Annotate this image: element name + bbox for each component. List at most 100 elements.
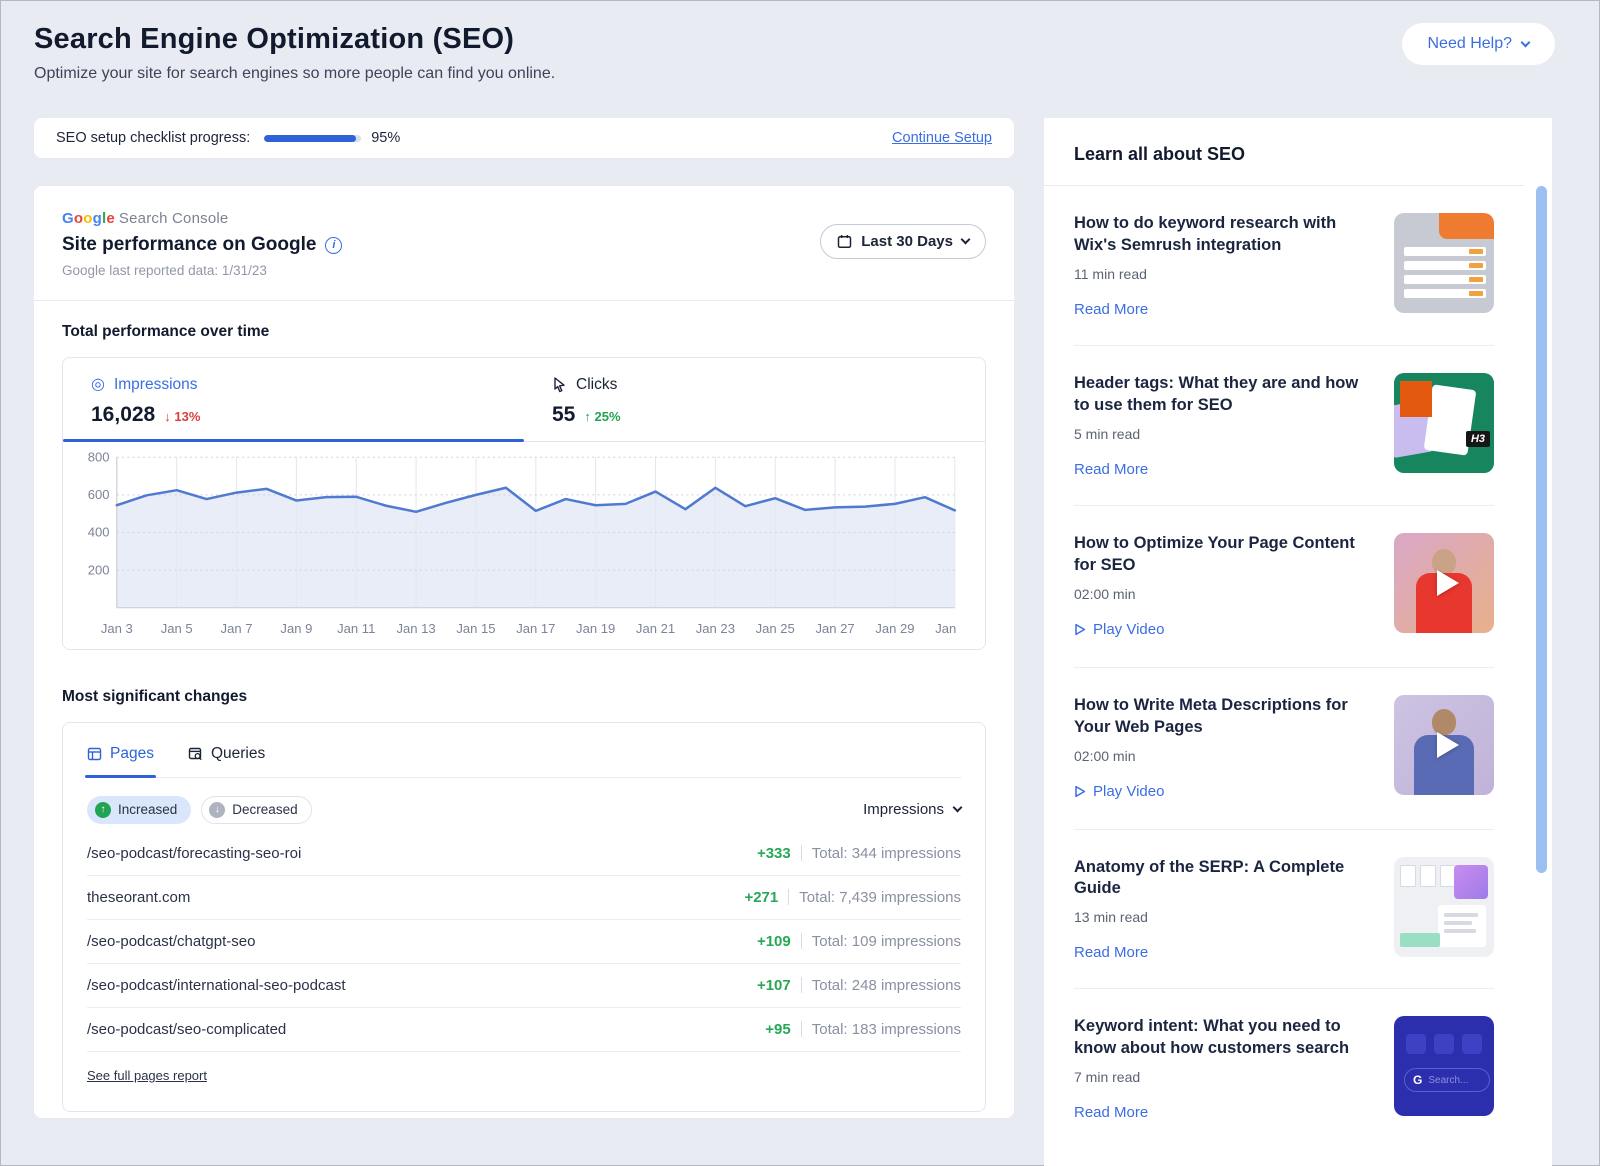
change-value: +109 bbox=[756, 932, 791, 950]
change-value: +333 bbox=[756, 844, 791, 862]
article-card[interactable]: How to do keyword research with Wix's Se… bbox=[1074, 186, 1494, 345]
performance-section-title: Total performance over time bbox=[62, 323, 270, 340]
svg-text:Jan 31: Jan 31 bbox=[935, 621, 959, 636]
article-meta: 11 min read bbox=[1074, 265, 1147, 282]
sidebar-scrollbar[interactable] bbox=[1536, 186, 1547, 873]
total-impressions: Total: 109 impressions bbox=[811, 932, 961, 950]
table-row[interactable]: /seo-podcast/forecasting-seo-roi +333 Tota… bbox=[87, 832, 961, 876]
read-more-link[interactable]: Read More bbox=[1074, 1104, 1149, 1122]
page-path: /seo-podcast/international-seo-podcast bbox=[87, 976, 346, 994]
article-card[interactable]: How to Write Meta Descriptions for Your … bbox=[1074, 668, 1494, 829]
date-range-label: Last 30 Days bbox=[861, 233, 953, 250]
article-thumbnail-serp-guide bbox=[1394, 856, 1494, 957]
play-video-link[interactable]: Play Video bbox=[1074, 621, 1164, 638]
queries-icon bbox=[188, 747, 202, 761]
impressions-label: Impressions bbox=[113, 376, 198, 393]
article-card[interactable]: Header tags: What they are and how to us… bbox=[1074, 346, 1494, 505]
impressions-delta: ↓ 13% bbox=[164, 409, 201, 424]
filter-increased[interactable]: ↑ Increased bbox=[87, 795, 192, 824]
article-card[interactable]: How to Optimize Your Page Content for SE… bbox=[1074, 506, 1494, 667]
page-path: theseorant.com bbox=[87, 888, 191, 906]
metric-tabs: ◎ Impressions 16,028 ↓ 13% bbox=[63, 358, 985, 442]
sort-dropdown[interactable]: Impressions bbox=[863, 801, 963, 818]
svg-text:Jan 15: Jan 15 bbox=[456, 621, 495, 636]
article-title: Anatomy of the SERP: A Complete Guide bbox=[1074, 857, 1345, 898]
sidebar-title: Learn all about SEO bbox=[1074, 144, 1246, 164]
play-outline-icon bbox=[1075, 785, 1086, 797]
article-meta: 5 min read bbox=[1074, 425, 1141, 442]
divider bbox=[800, 933, 802, 950]
play-icon bbox=[1394, 695, 1494, 795]
chevron-down-icon bbox=[952, 803, 963, 813]
changes-section-title: Most significant changes bbox=[62, 687, 248, 705]
full-report-link[interactable]: See full pages report bbox=[87, 1067, 207, 1083]
table-row[interactable]: /seo-podcast/international-seo-podcast +1… bbox=[87, 964, 961, 1008]
change-value: +95 bbox=[765, 1020, 791, 1038]
svg-text:400: 400 bbox=[88, 525, 110, 540]
svg-text:600: 600 bbox=[88, 487, 110, 502]
read-more-link[interactable]: Read More bbox=[1074, 300, 1149, 318]
article-meta: 02:00 min bbox=[1074, 747, 1136, 764]
svg-text:Jan 5: Jan 5 bbox=[161, 621, 193, 636]
change-value: +107 bbox=[756, 976, 791, 994]
tab-queries[interactable]: Queries bbox=[188, 745, 265, 777]
table-row[interactable]: theseorant.com +271 Total: 7,439 impressio… bbox=[87, 876, 961, 920]
clicks-label: Clicks bbox=[576, 376, 618, 393]
clicks-tab[interactable]: Clicks 55 ↑ 25% bbox=[524, 358, 985, 442]
impressions-icon: ◎ bbox=[91, 376, 105, 393]
article-card[interactable]: Keyword intent: What you need to know ab… bbox=[1074, 989, 1494, 1148]
console-title: Site performance on Google bbox=[62, 234, 317, 255]
continue-setup-link[interactable]: Continue Setup bbox=[892, 130, 992, 146]
need-help-button[interactable]: Need Help? bbox=[1401, 23, 1555, 65]
article-card[interactable]: Anatomy of the SERP: A Complete Guide 13 … bbox=[1074, 830, 1494, 989]
divider bbox=[1074, 666, 1494, 668]
article-meta: 7 min read bbox=[1074, 1069, 1141, 1086]
changes-section: Most significant changes Pages Queries ↑ I… bbox=[34, 658, 1014, 1112]
date-range-button[interactable]: Last 30 Days bbox=[820, 224, 986, 259]
chevron-down-icon bbox=[960, 234, 971, 245]
svg-text:Jan 3: Jan 3 bbox=[101, 621, 133, 636]
article-thumbnail-video-woman bbox=[1394, 532, 1494, 633]
info-icon[interactable]: i bbox=[325, 236, 343, 254]
page-title: Search Engine Optimization (SEO) bbox=[34, 23, 515, 55]
chevron-down-icon bbox=[1520, 37, 1531, 47]
table-row[interactable]: /seo-podcast/seo-complicated +95 Total: 18… bbox=[87, 1008, 961, 1052]
article-thumbnail-keyword-intent: G Search... bbox=[1394, 1016, 1494, 1117]
play-video-link[interactable]: Play Video bbox=[1074, 783, 1164, 800]
site-performance-card: Google Search Console Site performance on… bbox=[34, 186, 1014, 1118]
tab-pages[interactable]: Pages bbox=[85, 745, 156, 778]
divider bbox=[1074, 504, 1494, 506]
article-list: How to do keyword research with Wix's Se… bbox=[1074, 186, 1494, 1148]
read-more-link[interactable]: Read More bbox=[1074, 460, 1149, 478]
impressions-value: 16,028 bbox=[91, 403, 156, 426]
table-row[interactable]: /seo-podcast/chatgpt-seo +109 Total: 109 i… bbox=[87, 920, 961, 964]
need-help-label: Need Help? bbox=[1427, 35, 1513, 52]
svg-text:Jan 25: Jan 25 bbox=[756, 621, 795, 636]
svg-text:Jan 17: Jan 17 bbox=[516, 621, 555, 636]
progress-bar-fill bbox=[264, 134, 357, 142]
page-subtitle: Optimize your site for search engines so… bbox=[34, 65, 556, 82]
svg-text:Jan 21: Jan 21 bbox=[636, 621, 675, 636]
divider bbox=[1074, 344, 1494, 346]
svg-text:Jan 23: Jan 23 bbox=[696, 621, 735, 636]
divider bbox=[1074, 828, 1494, 830]
svg-text:200: 200 bbox=[88, 562, 110, 577]
change-value: +271 bbox=[744, 888, 779, 906]
progress-bar bbox=[264, 134, 362, 142]
content-area: SEO setup checklist progress: 95% Contin… bbox=[1, 118, 1599, 1166]
read-more-link[interactable]: Read More bbox=[1074, 944, 1149, 962]
article-title: How to do keyword research with Wix's Se… bbox=[1074, 214, 1337, 254]
divider bbox=[800, 845, 802, 862]
svg-text:Jan 27: Jan 27 bbox=[815, 621, 854, 636]
main-column: SEO setup checklist progress: 95% Contin… bbox=[34, 118, 1014, 1118]
impressions-tab[interactable]: ◎ Impressions 16,028 ↓ 13% bbox=[63, 358, 524, 442]
article-title: Keyword intent: What you need to know ab… bbox=[1074, 1017, 1350, 1058]
divider bbox=[800, 1021, 802, 1038]
calendar-icon bbox=[838, 235, 852, 249]
pages-icon bbox=[87, 747, 102, 761]
clicks-value: 55 bbox=[552, 403, 576, 426]
article-meta: 13 min read bbox=[1074, 909, 1148, 926]
svg-text:Jan 29: Jan 29 bbox=[875, 621, 914, 636]
filter-decreased[interactable]: ↓ Decreased bbox=[201, 795, 312, 824]
